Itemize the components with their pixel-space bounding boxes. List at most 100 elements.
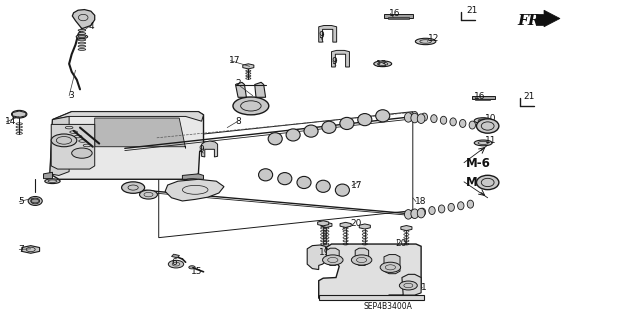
Ellipse shape: [374, 61, 392, 67]
Polygon shape: [359, 224, 371, 229]
Ellipse shape: [297, 176, 311, 189]
Polygon shape: [317, 221, 329, 226]
Ellipse shape: [440, 116, 447, 124]
Text: 7: 7: [18, 245, 24, 254]
Text: 9: 9: [319, 31, 324, 40]
Polygon shape: [326, 248, 339, 265]
Polygon shape: [50, 116, 69, 175]
Text: 9: 9: [198, 145, 204, 154]
Bar: [319, 295, 424, 300]
Circle shape: [51, 134, 77, 147]
Polygon shape: [165, 179, 224, 201]
Ellipse shape: [479, 122, 485, 131]
Text: 21: 21: [524, 92, 535, 101]
Ellipse shape: [78, 36, 86, 38]
Text: 1: 1: [421, 283, 427, 292]
Bar: [384, 14, 413, 18]
Text: 21: 21: [466, 6, 477, 15]
Text: 6: 6: [172, 258, 177, 267]
Ellipse shape: [411, 113, 419, 123]
Ellipse shape: [286, 129, 300, 141]
Circle shape: [323, 255, 343, 265]
Polygon shape: [202, 141, 218, 157]
Text: 3: 3: [68, 91, 74, 100]
Ellipse shape: [376, 110, 390, 122]
Polygon shape: [321, 222, 332, 227]
Ellipse shape: [417, 114, 425, 123]
Circle shape: [380, 262, 401, 272]
Polygon shape: [307, 245, 326, 270]
Ellipse shape: [28, 197, 42, 205]
Text: 2: 2: [236, 79, 241, 88]
Ellipse shape: [304, 125, 318, 137]
Circle shape: [31, 199, 39, 203]
Ellipse shape: [410, 210, 416, 218]
Text: 20: 20: [396, 239, 407, 248]
Polygon shape: [384, 255, 400, 274]
Ellipse shape: [474, 140, 492, 146]
Text: 17: 17: [351, 181, 362, 190]
Ellipse shape: [431, 115, 437, 123]
Ellipse shape: [417, 208, 425, 218]
Polygon shape: [319, 244, 421, 298]
Circle shape: [140, 190, 157, 199]
Ellipse shape: [76, 35, 88, 39]
Text: 18: 18: [415, 197, 426, 206]
Text: 5: 5: [18, 197, 24, 206]
Ellipse shape: [450, 118, 456, 126]
Ellipse shape: [45, 179, 60, 184]
Ellipse shape: [476, 119, 499, 133]
Circle shape: [233, 97, 269, 115]
Ellipse shape: [184, 179, 200, 184]
Polygon shape: [72, 10, 95, 29]
Ellipse shape: [78, 29, 86, 31]
Bar: [388, 17, 409, 19]
Bar: [475, 99, 490, 100]
Polygon shape: [22, 246, 40, 253]
Ellipse shape: [429, 207, 435, 214]
Ellipse shape: [419, 208, 426, 216]
Ellipse shape: [467, 200, 474, 208]
Polygon shape: [236, 82, 246, 97]
Polygon shape: [243, 64, 254, 69]
Polygon shape: [355, 248, 369, 265]
Ellipse shape: [438, 205, 445, 213]
Ellipse shape: [469, 121, 476, 129]
Text: 19: 19: [319, 248, 330, 257]
Text: 10: 10: [485, 114, 497, 123]
Ellipse shape: [322, 121, 336, 133]
Text: 16: 16: [389, 9, 401, 18]
Polygon shape: [401, 226, 412, 231]
Ellipse shape: [460, 119, 466, 128]
Ellipse shape: [78, 42, 86, 44]
Polygon shape: [340, 222, 351, 227]
Ellipse shape: [411, 209, 419, 219]
Text: M-6: M-6: [466, 157, 491, 170]
Ellipse shape: [278, 173, 292, 185]
Ellipse shape: [448, 204, 454, 211]
Circle shape: [168, 260, 184, 268]
Text: 17: 17: [229, 56, 241, 65]
Circle shape: [12, 110, 27, 118]
Polygon shape: [255, 82, 266, 97]
Text: 12: 12: [428, 34, 439, 43]
Bar: [172, 254, 179, 258]
Ellipse shape: [476, 175, 499, 189]
Circle shape: [399, 281, 417, 290]
Polygon shape: [182, 174, 204, 179]
Ellipse shape: [412, 112, 418, 120]
Text: 20: 20: [351, 219, 362, 228]
Ellipse shape: [415, 38, 436, 45]
Ellipse shape: [78, 33, 86, 34]
Text: 11: 11: [485, 137, 497, 145]
Ellipse shape: [358, 114, 372, 126]
Polygon shape: [319, 26, 337, 42]
Circle shape: [189, 266, 195, 269]
Text: 14: 14: [5, 117, 17, 126]
Ellipse shape: [268, 133, 282, 145]
Ellipse shape: [458, 202, 464, 210]
Circle shape: [122, 182, 145, 193]
Ellipse shape: [474, 118, 492, 123]
Polygon shape: [44, 172, 52, 179]
Polygon shape: [51, 124, 95, 169]
